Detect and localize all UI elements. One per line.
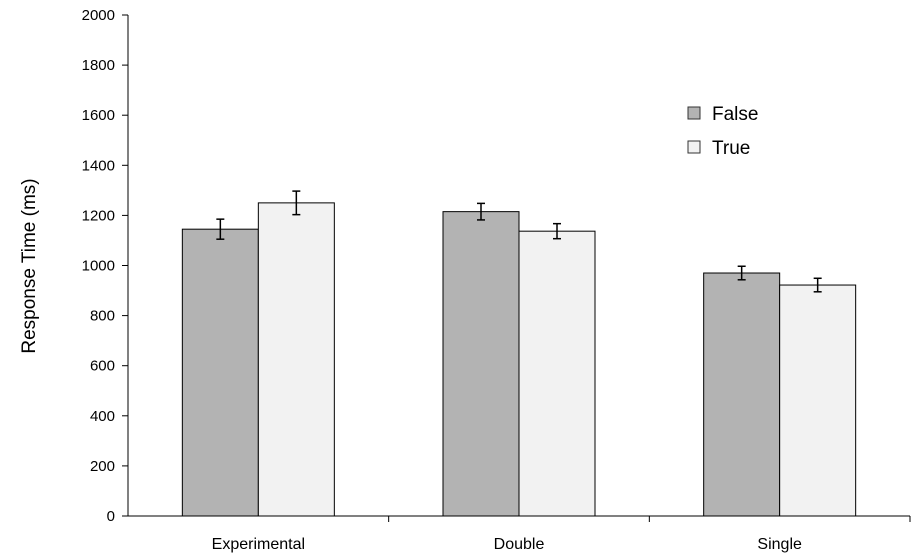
y-tick-label: 2000: [82, 7, 115, 24]
y-tick-label: 1800: [82, 57, 115, 74]
y-tick-label: 1000: [82, 258, 115, 275]
legend: False True: [687, 104, 758, 159]
y-tick-label: 800: [90, 308, 115, 325]
bar-false: [703, 272, 781, 517]
y-tick-label: 1400: [82, 157, 115, 174]
y-tick-label: 200: [90, 458, 115, 475]
bar-true: [257, 202, 335, 517]
x-category-label: Experimental: [212, 536, 305, 553]
error-bars-layer: [216, 190, 822, 293]
x-ticks-layer: Experimental Double Single: [212, 516, 911, 553]
y-ticks-layer: 0 200 400 600 800 1000 1200 1400 1600 1800 2000: [82, 7, 128, 525]
bar-false: [442, 211, 520, 517]
y-tick-label: 1600: [82, 107, 115, 124]
bar-true: [518, 230, 596, 517]
y-tick-label: 400: [90, 408, 115, 425]
bar-false: [181, 228, 259, 517]
y-axis-title: Response Time (ms): [19, 178, 40, 353]
legend-label-false: False: [712, 104, 758, 125]
y-tick-label: 600: [90, 358, 115, 375]
y-tick-label: 0: [107, 508, 115, 525]
bar-true: [779, 284, 857, 517]
legend-label-true: True: [712, 138, 750, 159]
x-category-label: Double: [494, 536, 545, 553]
x-category-label: Single: [757, 536, 802, 553]
y-tick-label: 1200: [82, 207, 115, 224]
bars-layer: [181, 202, 857, 517]
legend-swatch-false: [687, 106, 701, 120]
legend-swatch-true: [687, 140, 701, 154]
